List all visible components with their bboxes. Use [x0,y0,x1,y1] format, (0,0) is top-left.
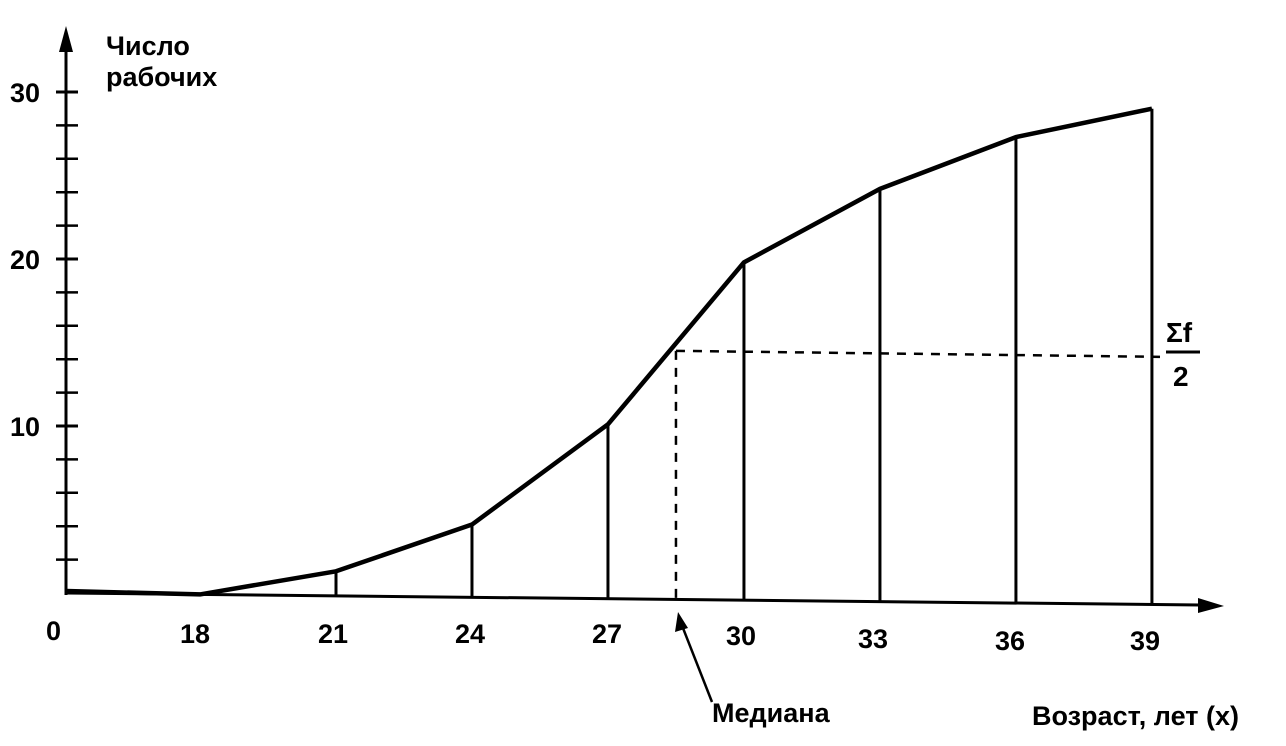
median-arrow-head [675,612,688,632]
x-tick-label-24: 24 [455,619,485,649]
y-tick-label-20: 20 [10,245,40,275]
x-tick-label-18: 18 [180,619,210,649]
x-axis [65,591,1201,607]
median-label: Медиана [712,698,831,728]
x-axis-title: Возраст, лет (x) [1032,701,1239,731]
y-axis-arrow [59,26,73,52]
denominator-label: 2 [1173,361,1189,392]
sum-f-label: Σf [1166,317,1193,348]
x-tick-label-33: 33 [858,624,888,654]
y-axis-title-line2: рабочих [106,62,217,92]
x-origin-label: 0 [46,616,61,646]
y-axis-title-line1: Число [106,31,190,61]
cumulative-curve [65,106,1153,597]
y-tick-label-30: 30 [10,78,40,108]
y-tick-label-10: 10 [10,412,40,442]
median-arrow-line [679,622,714,703]
x-tick-label-36: 36 [995,626,1025,656]
x-tick-label-39: 39 [1130,626,1160,656]
y-minor-ticks [56,90,78,561]
x-tick-label-30: 30 [726,621,756,651]
x-tick-label-27: 27 [592,619,622,649]
median-horizontal-dashed-line [675,349,1161,359]
vertical-drop-lines [334,108,1154,605]
x-tick-label-21: 21 [318,619,348,649]
x-axis-arrow [1198,598,1224,613]
